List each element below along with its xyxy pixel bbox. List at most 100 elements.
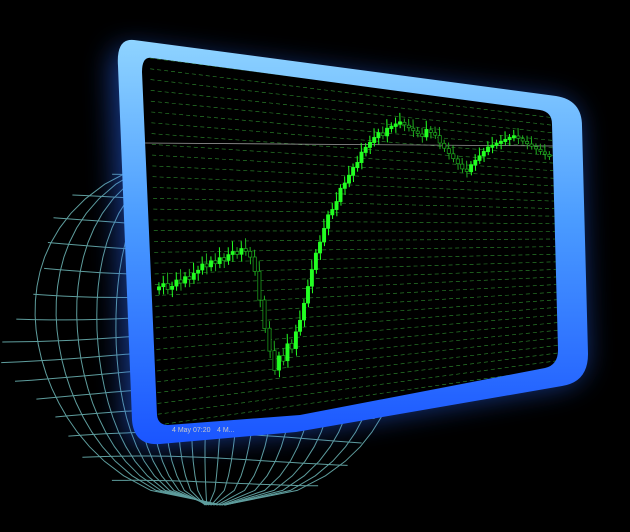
candle-body (389, 125, 394, 130)
candle-body (334, 201, 339, 210)
candle-body (368, 141, 372, 148)
candle-body (402, 121, 407, 126)
candle-body (363, 146, 368, 153)
candle-body (460, 163, 465, 170)
grid-line (157, 344, 558, 393)
candle-body (289, 343, 294, 350)
candle-body (338, 187, 343, 202)
candle-body (170, 285, 175, 290)
candle-body (490, 144, 495, 148)
candle-body (342, 182, 347, 189)
candle-body (451, 153, 456, 159)
candle-wick (530, 136, 533, 150)
x-tick-label-2: 4 M... (217, 427, 235, 434)
candle-body (455, 158, 460, 165)
candle-body (262, 299, 267, 329)
candle-body (393, 123, 398, 127)
candle-body (277, 355, 281, 371)
candle-body (226, 254, 231, 261)
candle-body (161, 283, 166, 288)
candle-body (473, 159, 478, 166)
candle-body (385, 127, 390, 137)
candle-body (380, 132, 385, 136)
candle-body (200, 263, 205, 271)
candle-series (157, 112, 552, 378)
candle-body (285, 343, 290, 362)
wireframe-meridian (55, 154, 221, 506)
candle-body (351, 167, 356, 176)
candle-body (494, 142, 499, 146)
wireframe-meridian (34, 154, 223, 506)
candle-body (547, 154, 552, 157)
candle-body (525, 141, 530, 145)
candle-body (178, 279, 183, 284)
candle-body (213, 260, 218, 265)
candle-body (272, 350, 277, 371)
candle-body (516, 135, 521, 139)
grid-line (150, 90, 553, 134)
candle-body (306, 286, 310, 304)
candle-body (347, 174, 351, 184)
candle-body (415, 130, 420, 134)
candle-body (183, 276, 188, 284)
candle-body (433, 132, 438, 136)
candle-body (542, 151, 547, 155)
candle-body (191, 272, 196, 280)
grid-line (156, 329, 558, 372)
candle-body (322, 228, 327, 243)
candle-body (398, 121, 402, 125)
candle-body (469, 164, 474, 173)
candle-body (520, 138, 525, 142)
grid-line (150, 79, 553, 126)
candle-body (498, 140, 503, 144)
candle-body (437, 135, 442, 144)
candle-body (222, 257, 227, 261)
grid-line (157, 360, 558, 415)
candle-body (293, 331, 298, 349)
candle-body (529, 143, 534, 147)
candle-body (196, 269, 201, 274)
candle-body (313, 252, 318, 270)
candle-body (209, 260, 213, 268)
candle-body (538, 148, 543, 152)
candle-body (204, 263, 209, 268)
candle-body (326, 214, 331, 229)
candle-body (420, 133, 425, 137)
candle-body (298, 319, 302, 332)
candle-body (507, 137, 512, 141)
grid-line (156, 314, 558, 350)
wireframe-meridian (76, 154, 218, 506)
candle-body (355, 162, 360, 169)
grid-line (157, 352, 558, 404)
candle-body (165, 283, 170, 290)
candle-body (257, 270, 262, 301)
candle-body (428, 129, 433, 133)
candle-body (217, 257, 222, 264)
x-tick-label-1: 4 May 07:20 (172, 427, 211, 434)
candle-body (281, 355, 286, 362)
candle-body (424, 129, 429, 138)
candle-body (534, 146, 538, 150)
price-line (142, 142, 558, 147)
candle-body (406, 124, 411, 129)
candle-body (372, 137, 377, 143)
candle-body (248, 250, 253, 258)
candle-body (302, 302, 306, 321)
candle-body (511, 135, 516, 139)
candle-body (243, 248, 248, 252)
candle-body (230, 251, 235, 255)
grid-line (150, 100, 553, 141)
candle-body (442, 142, 447, 149)
candle-body (309, 269, 314, 287)
candle-body (486, 146, 490, 153)
candle-body (359, 151, 364, 163)
candle-body (330, 209, 335, 216)
grid-line (156, 322, 558, 361)
candle-body (477, 155, 482, 161)
candle-body (376, 132, 381, 139)
grid-line (157, 337, 558, 383)
candle-body (318, 241, 322, 254)
grid-line (157, 367, 558, 426)
grid-line (151, 111, 554, 149)
